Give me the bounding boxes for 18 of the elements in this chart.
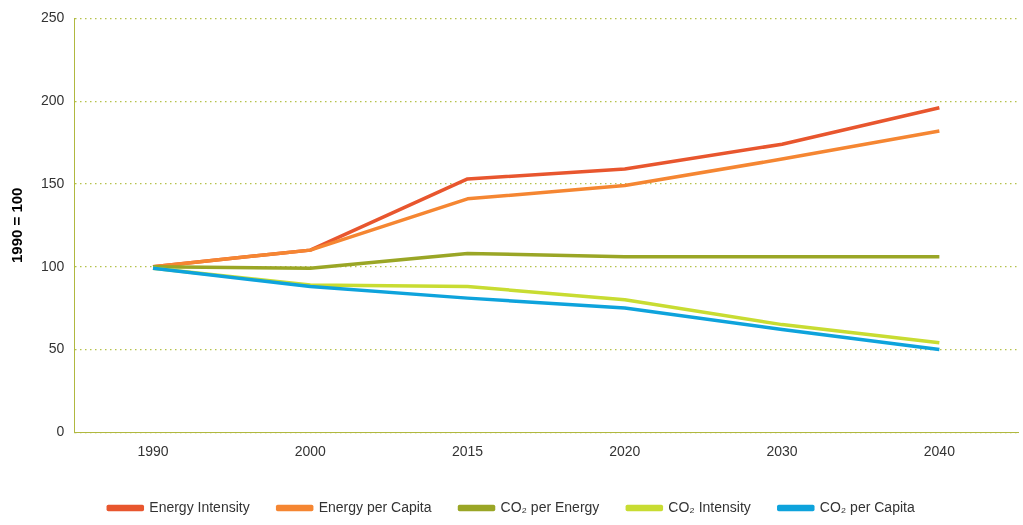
legend-label: CO₂ per Capita (819, 498, 915, 515)
x-tick-label: 1990 (137, 443, 169, 460)
x-tick-label: 2020 (609, 443, 641, 460)
y-tick-label: 200 (41, 92, 65, 109)
legend-label: Energy per Capita (318, 498, 432, 515)
legend-label: CO₂ per Energy (500, 498, 600, 515)
y-tick-label: 0 (56, 423, 65, 440)
legend-label: CO₂ Intensity (668, 498, 751, 515)
x-tick-label: 2030 (766, 443, 798, 460)
x-tick-label: 2015 (451, 443, 484, 460)
y-tick-label: 250 (41, 9, 65, 26)
y-tick-label: 50 (48, 340, 65, 357)
legend-label: Energy Intensity (149, 498, 250, 515)
x-tick-label: 2040 (923, 443, 956, 460)
y-tick-label: 150 (41, 174, 65, 191)
y-axis-title: 1990 = 100 (8, 187, 26, 264)
x-tick-label: 2000 (294, 443, 327, 460)
y-tick-label: 100 (41, 257, 65, 274)
